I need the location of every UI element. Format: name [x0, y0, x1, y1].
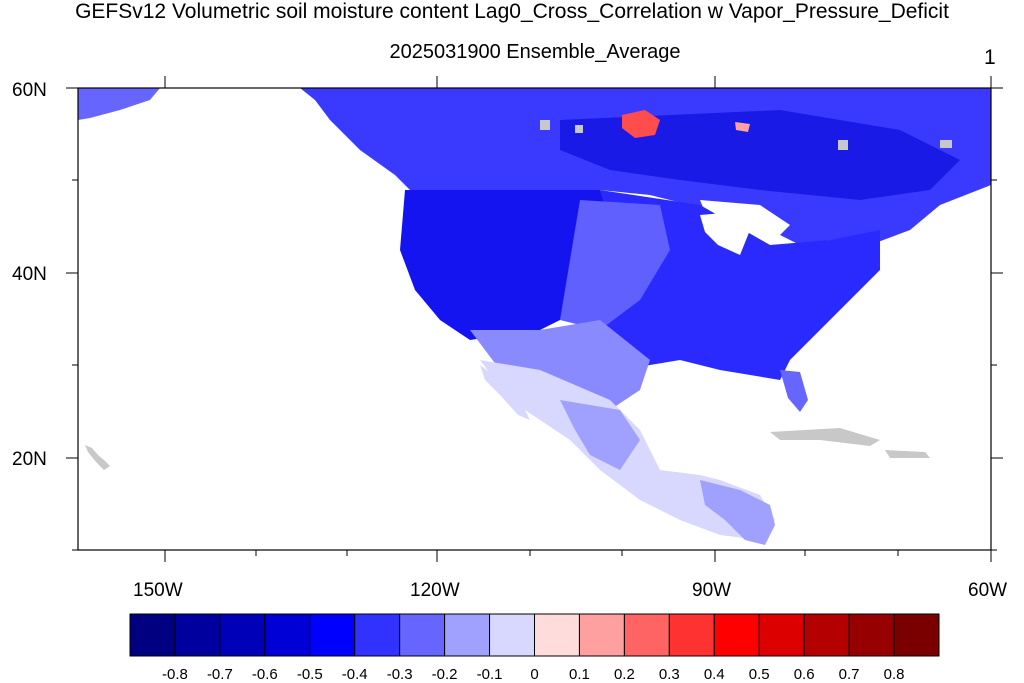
plains-field [560, 200, 670, 330]
colorbar-tick-label: 0.8 [883, 666, 905, 683]
colorbar-tick-label: -0.2 [431, 666, 458, 683]
colorbar-swatch [713, 613, 760, 657]
colorbar-tick-label: -0.6 [251, 666, 278, 683]
colorbar-tick-label: -0.3 [386, 666, 413, 683]
colorbar-swatch [264, 613, 311, 657]
colorbar-tick-label: 0.3 [658, 666, 680, 683]
map-area [78, 88, 991, 550]
lon-label-60w: 60W [968, 580, 1008, 601]
caribbean-islands-2 [885, 450, 930, 458]
lon-label-120w: 120W [410, 580, 460, 601]
central-america-field [700, 480, 775, 545]
missing-cell [838, 140, 848, 150]
colorbar-tick-label: -0.4 [341, 666, 368, 683]
alaska-field [78, 88, 160, 120]
colorbar-tick-label: -0.5 [296, 666, 323, 683]
colorbar-tick-label: 0 [530, 666, 539, 683]
southwest-field [470, 320, 650, 410]
colorbar-swatch [848, 613, 895, 657]
missing-great-lakes [700, 212, 750, 255]
colorbar-tick-label: 0.1 [569, 666, 590, 683]
colorbar-swatch [309, 613, 356, 657]
colorbar-swatch [758, 613, 805, 657]
colorbar-tick-label: 0.5 [748, 666, 770, 683]
lat-label-20n: 20N [12, 449, 47, 470]
colorbar-swatch [174, 613, 221, 657]
colorbar-swatch [578, 613, 625, 657]
colorbar-swatch [129, 613, 176, 657]
baja-field [480, 365, 530, 420]
colorbar-swatch [893, 613, 940, 657]
caribbean-islands [770, 428, 880, 446]
missing-cell [540, 120, 550, 130]
colorbar-tick-label: -0.7 [206, 666, 233, 683]
mexico-interior [560, 400, 640, 470]
colorbar-swatch [399, 613, 446, 657]
hawaii-islands [85, 445, 110, 470]
colorbar-swatch [489, 613, 535, 657]
lat-label-60n: 60N [12, 80, 47, 101]
colorbar-swatch [444, 613, 491, 657]
colorbar-tick-label: 0.6 [793, 666, 815, 683]
colorbar-swatch [534, 613, 580, 657]
colorbar [129, 613, 940, 657]
positive-anomaly [622, 110, 660, 138]
lon-label-90w: 90W [692, 580, 732, 601]
colorbar-tick-label: -0.8 [162, 666, 188, 683]
colorbar-swatch [354, 613, 401, 657]
colorbar-swatch [803, 613, 850, 657]
colorbar-tick-label: -0.1 [476, 666, 503, 683]
colorbar-tick-label: 0.4 [703, 666, 725, 683]
panel-number: 1 [984, 46, 996, 69]
positive-anomaly-2 [735, 122, 750, 132]
colorbar-swatch [668, 613, 715, 657]
missing-cell [575, 125, 583, 133]
missing-cell [940, 140, 952, 148]
canada-core [560, 110, 960, 200]
plot-subtitle: 2025031900 Ensemble_Average [389, 41, 681, 63]
lat-label-40n: 40N [12, 264, 47, 285]
colorbar-tick-label: 0.7 [838, 666, 860, 683]
colorbar-tick-label: 0.2 [613, 666, 635, 683]
florida-field [780, 370, 808, 412]
lon-label-150w: 150W [133, 580, 183, 601]
colorbar-swatch [219, 613, 266, 657]
plot-title: GEFSv12 Volumetric soil moisture content… [75, 0, 949, 23]
colorbar-swatch [623, 613, 670, 657]
east-us-field [600, 190, 880, 380]
map-frame [77, 87, 992, 551]
axis-ticks [66, 76, 1003, 562]
